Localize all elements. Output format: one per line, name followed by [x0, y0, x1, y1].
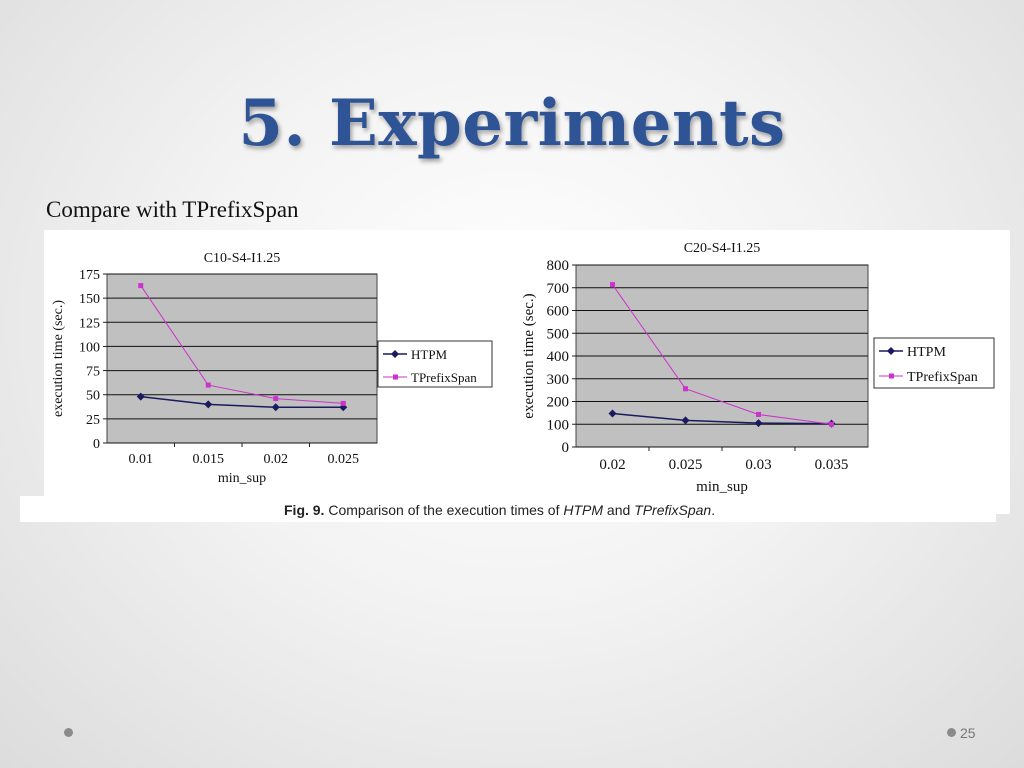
chart-1-legend-marker-tprefixspan: [393, 374, 398, 380]
chart-2-x-tick-label: 0.035: [815, 457, 849, 473]
slide-dot-left: [64, 728, 73, 737]
chart-2-legend-box: [873, 337, 995, 389]
chart-1-x-tick-label: 0.015: [193, 452, 225, 467]
chart-1-x-axis-label: min_sup: [218, 471, 266, 486]
chart-1-plot-area: [106, 273, 378, 444]
chart-1-y-tick-label: 25: [86, 413, 100, 428]
slide-title: 5. Experiments: [238, 86, 786, 161]
figure-caption: Fig. 9. Comparison of the execution time…: [284, 502, 715, 518]
slide-dot-right: [947, 728, 956, 737]
chart-2-y-tick-label: 500: [547, 326, 570, 342]
chart-2-y-tick-label: 600: [547, 304, 570, 320]
caption-text-mid: and: [606, 502, 631, 518]
chart-2-y-tick-label: 800: [547, 258, 570, 274]
chart-2-point-htpm: [754, 419, 763, 428]
chart-2-legend-label-htpm: HTPM: [907, 345, 946, 360]
chart-1-legend-label-tprefixspan: TPrefixSpan: [411, 370, 477, 385]
chart-1-y-tick-label: 175: [79, 268, 100, 283]
chart-2-series-line-tprefixspan: [612, 284, 832, 425]
chart-2-x-tick-label: 0.03: [745, 457, 771, 473]
chart-2-y-tick-label: 0: [562, 440, 570, 456]
chart-1-point-htpm: [204, 400, 213, 409]
caption-text-end: .: [711, 502, 716, 518]
chart-1-x-tick-label: 0.01: [129, 452, 154, 467]
chart-1-point-tprefixspan: [205, 382, 211, 388]
chart-2-y-tick-label: 300: [547, 372, 570, 388]
chart-1-legend-label-htpm: HTPM: [411, 347, 448, 362]
chart-1-y-tick-label: 0: [93, 437, 100, 452]
caption-term-tprefixspan: TPrefixSpan: [634, 502, 712, 518]
chart-1-series-line-htpm: [140, 395, 344, 409]
chart-1-y-tick-label: 150: [79, 292, 100, 307]
chart-2-point-tprefixspan: [829, 421, 834, 427]
chart-2-legend-marker-tprefixspan: [889, 373, 894, 379]
chart-2-series-line-htpm: [612, 412, 832, 425]
figure-caption-strip: [20, 496, 996, 522]
slide-subtitle: Compare with TPrefixSpan: [46, 197, 299, 222]
chart-1-x-tick-label: 0.025: [328, 452, 360, 467]
chart-2-x-tick-label: 0.02: [599, 457, 625, 473]
chart-1-point-htpm: [136, 392, 145, 401]
chart-2-legend-label-tprefixspan: TPrefixSpan: [907, 370, 978, 385]
chart-2-y-tick-label: 400: [547, 349, 570, 365]
caption-label: Fig. 9.: [284, 502, 325, 518]
chart-2-y-tick-label: 200: [547, 395, 570, 411]
chart-1-y-axis-label: execution time (sec.): [51, 300, 66, 417]
chart-2-point-htpm: [681, 416, 690, 425]
chart-1-x-tick-label: 0.02: [264, 452, 289, 467]
chart-2-point-htpm: [608, 409, 617, 418]
chart-1-point-tprefixspan: [273, 396, 279, 402]
chart-2-y-axis-label: execution time (sec.): [521, 293, 537, 418]
chart-2-title: C20-S4-I1.25: [684, 241, 761, 256]
chart-1-title: C10-S4-I1.25: [204, 251, 281, 266]
chart-2-x-tick-label: 0.025: [669, 457, 703, 473]
chart-1-y-tick-label: 50: [86, 389, 100, 404]
chart-1-legend-marker-htpm: [391, 350, 399, 358]
chart-2-point-tprefixspan: [756, 411, 761, 417]
page-number: 25: [960, 725, 976, 741]
chart-2-y-tick-label: 100: [547, 417, 570, 433]
chart-2-point-tprefixspan: [610, 282, 615, 288]
chart-2-y-tick-label: 700: [547, 281, 570, 297]
chart-1-point-tprefixspan: [138, 283, 144, 289]
chart-1-point-htpm: [271, 403, 280, 412]
chart-1-y-tick-label: 75: [86, 365, 100, 380]
chart-2-point-tprefixspan: [683, 386, 688, 392]
chart-2-x-axis-label: min_sup: [696, 479, 748, 495]
chart-2-legend-marker-htpm: [887, 347, 895, 355]
chart-1-y-tick-label: 100: [79, 340, 100, 355]
caption-term-htpm: HTPM: [563, 502, 604, 518]
chart-1-y-tick-label: 125: [79, 316, 100, 331]
chart-1-series-line-tprefixspan: [140, 285, 344, 404]
caption-text-before: Comparison of the execution times of: [328, 502, 560, 518]
chart-1-point-tprefixspan: [340, 400, 346, 406]
